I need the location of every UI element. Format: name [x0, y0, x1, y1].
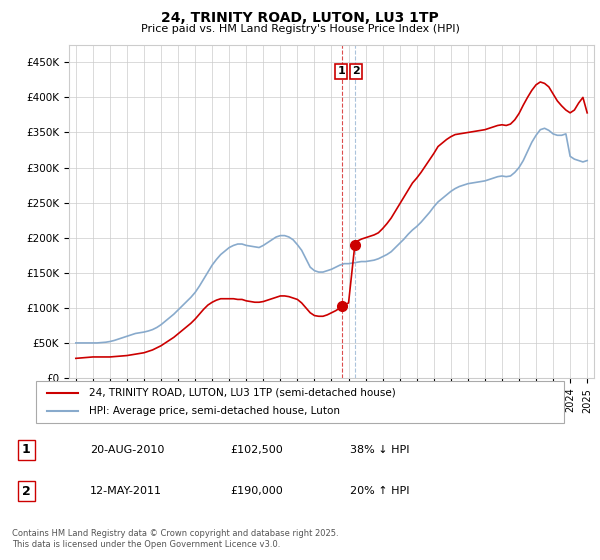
Text: 24, TRINITY ROAD, LUTON, LU3 1TP (semi-detached house): 24, TRINITY ROAD, LUTON, LU3 1TP (semi-d…	[89, 388, 395, 398]
Text: 2: 2	[352, 67, 359, 77]
Text: 24, TRINITY ROAD, LUTON, LU3 1TP: 24, TRINITY ROAD, LUTON, LU3 1TP	[161, 11, 439, 25]
FancyBboxPatch shape	[36, 381, 564, 423]
Text: 1: 1	[22, 444, 31, 456]
Text: HPI: Average price, semi-detached house, Luton: HPI: Average price, semi-detached house,…	[89, 406, 340, 416]
Text: 2: 2	[22, 484, 31, 498]
Text: 20-AUG-2010: 20-AUG-2010	[90, 445, 164, 455]
FancyBboxPatch shape	[17, 440, 35, 460]
Text: £102,500: £102,500	[230, 445, 283, 455]
FancyBboxPatch shape	[17, 481, 35, 501]
Text: 20% ↑ HPI: 20% ↑ HPI	[350, 486, 409, 496]
Text: 38% ↓ HPI: 38% ↓ HPI	[350, 445, 409, 455]
Text: Contains HM Land Registry data © Crown copyright and database right 2025.
This d: Contains HM Land Registry data © Crown c…	[12, 529, 338, 549]
Text: 12-MAY-2011: 12-MAY-2011	[90, 486, 162, 496]
Text: 1: 1	[338, 67, 345, 77]
Text: £190,000: £190,000	[230, 486, 283, 496]
Text: Price paid vs. HM Land Registry's House Price Index (HPI): Price paid vs. HM Land Registry's House …	[140, 24, 460, 34]
